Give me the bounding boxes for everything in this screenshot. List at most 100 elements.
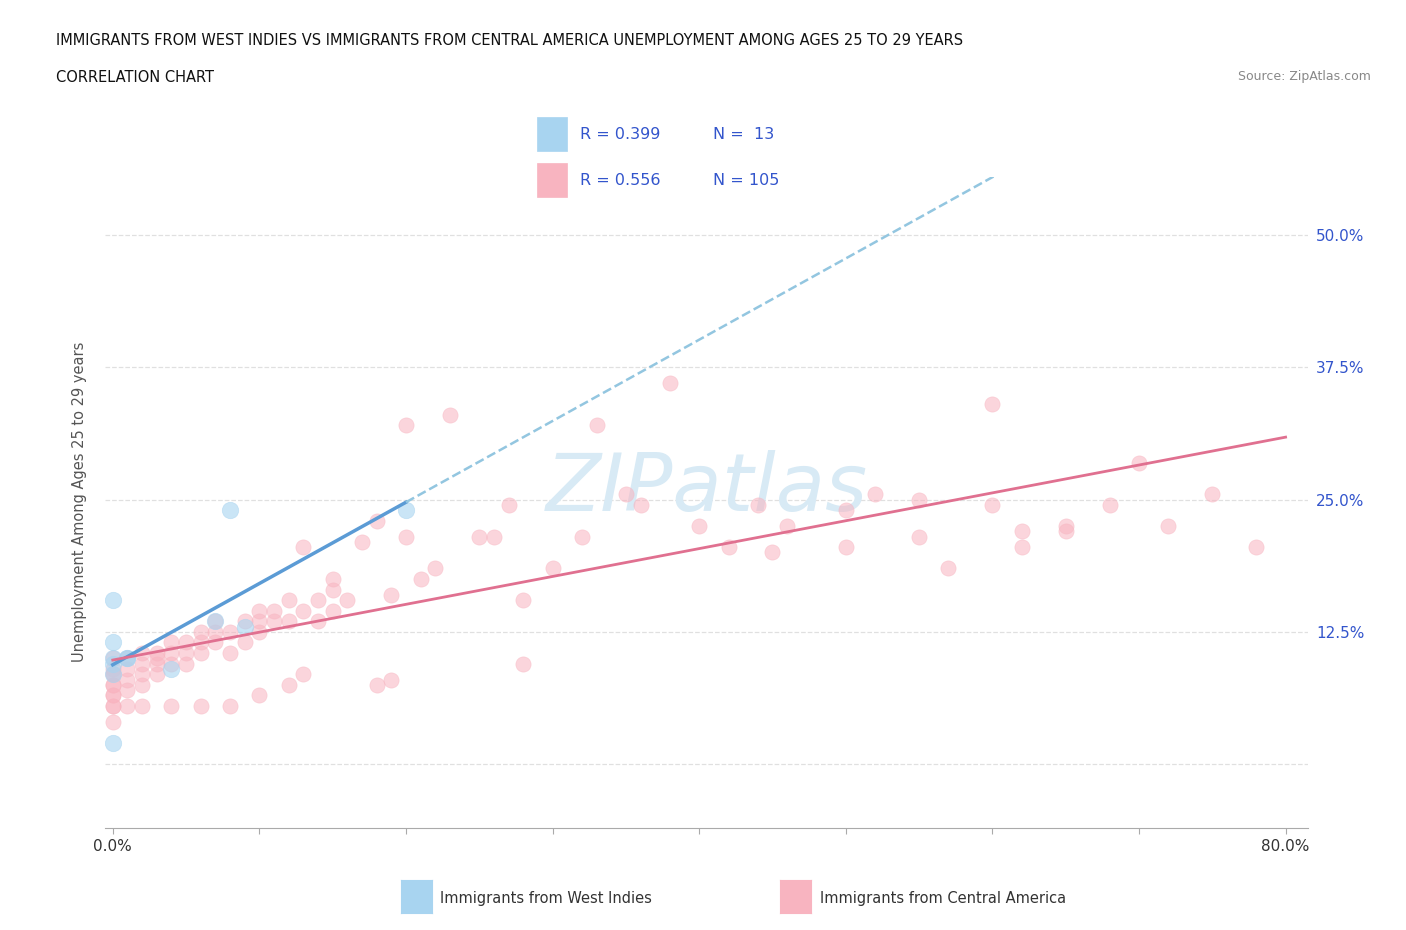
Text: R = 0.556: R = 0.556 [579, 173, 661, 188]
Point [981, 498, 1004, 512]
Point [1054, 519, 1077, 534]
Point [409, 572, 432, 587]
Point [219, 645, 242, 660]
Point [1054, 524, 1077, 538]
Y-axis label: Unemployment Among Ages 25 to 29 years: Unemployment Among Ages 25 to 29 years [72, 342, 87, 662]
Point [219, 624, 242, 639]
Point [101, 592, 124, 607]
Point [350, 535, 373, 550]
Point [117, 698, 139, 713]
Point [219, 503, 242, 518]
Point [938, 561, 960, 576]
Point [395, 529, 418, 544]
Point [307, 592, 329, 607]
Point [336, 592, 359, 607]
Point [174, 645, 197, 660]
Text: IMMIGRANTS FROM WEST INDIES VS IMMIGRANTS FROM CENTRAL AMERICA UNEMPLOYMENT AMON: IMMIGRANTS FROM WEST INDIES VS IMMIGRANT… [56, 33, 963, 47]
Point [160, 698, 183, 713]
Point [117, 651, 139, 666]
Point [131, 657, 153, 671]
Text: N = 105: N = 105 [713, 173, 779, 188]
Point [1157, 519, 1180, 534]
Point [101, 635, 124, 650]
Point [131, 698, 153, 713]
Point [1128, 455, 1150, 470]
Point [322, 582, 344, 597]
Point [160, 657, 183, 671]
Point [630, 498, 652, 512]
Point [101, 714, 124, 729]
Point [1098, 498, 1121, 512]
Point [717, 539, 740, 554]
Point [233, 619, 256, 634]
Point [219, 698, 242, 713]
Point [247, 624, 270, 639]
Point [145, 645, 167, 660]
Point [101, 688, 124, 703]
Point [277, 677, 299, 692]
Point [160, 645, 183, 660]
Point [131, 645, 153, 660]
Text: Source: ZipAtlas.com: Source: ZipAtlas.com [1237, 70, 1371, 83]
Point [585, 418, 607, 432]
Point [747, 498, 769, 512]
Point [145, 651, 167, 666]
Point [101, 667, 124, 682]
Point [190, 698, 212, 713]
Point [292, 539, 315, 554]
Point [614, 486, 637, 501]
Point [247, 604, 270, 618]
Point [908, 529, 931, 544]
Point [307, 614, 329, 629]
Point [541, 561, 564, 576]
Point [277, 592, 299, 607]
Point [247, 688, 270, 703]
Point [117, 661, 139, 676]
Point [101, 651, 124, 666]
Point [247, 614, 270, 629]
Point [204, 624, 226, 639]
Point [101, 677, 124, 692]
Point [776, 519, 799, 534]
Point [380, 672, 402, 687]
Point [688, 519, 710, 534]
Point [863, 486, 886, 501]
Point [101, 698, 124, 713]
Text: Immigrants from Central America: Immigrants from Central America [820, 891, 1066, 906]
Point [395, 503, 418, 518]
Point [658, 376, 681, 391]
Point [292, 667, 315, 682]
Text: CORRELATION CHART: CORRELATION CHART [56, 70, 214, 85]
Point [117, 651, 139, 666]
FancyBboxPatch shape [537, 164, 568, 197]
Point [145, 667, 167, 682]
Point [512, 592, 534, 607]
Point [174, 635, 197, 650]
Point [190, 624, 212, 639]
Point [101, 698, 124, 713]
Point [233, 635, 256, 650]
FancyBboxPatch shape [537, 117, 568, 151]
Point [101, 661, 124, 676]
Point [101, 667, 124, 682]
Point [101, 688, 124, 703]
Point [1246, 539, 1268, 554]
Point [131, 667, 153, 682]
Point [1201, 486, 1223, 501]
Point [366, 677, 388, 692]
Point [439, 407, 461, 422]
Point [117, 651, 139, 666]
Point [761, 545, 783, 560]
Point [425, 561, 447, 576]
Point [571, 529, 593, 544]
Point [204, 614, 226, 629]
Point [117, 683, 139, 698]
Point [160, 661, 183, 676]
Point [190, 645, 212, 660]
Point [277, 614, 299, 629]
Point [101, 651, 124, 666]
Point [482, 529, 505, 544]
Point [117, 672, 139, 687]
Point [1011, 539, 1033, 554]
Point [204, 635, 226, 650]
